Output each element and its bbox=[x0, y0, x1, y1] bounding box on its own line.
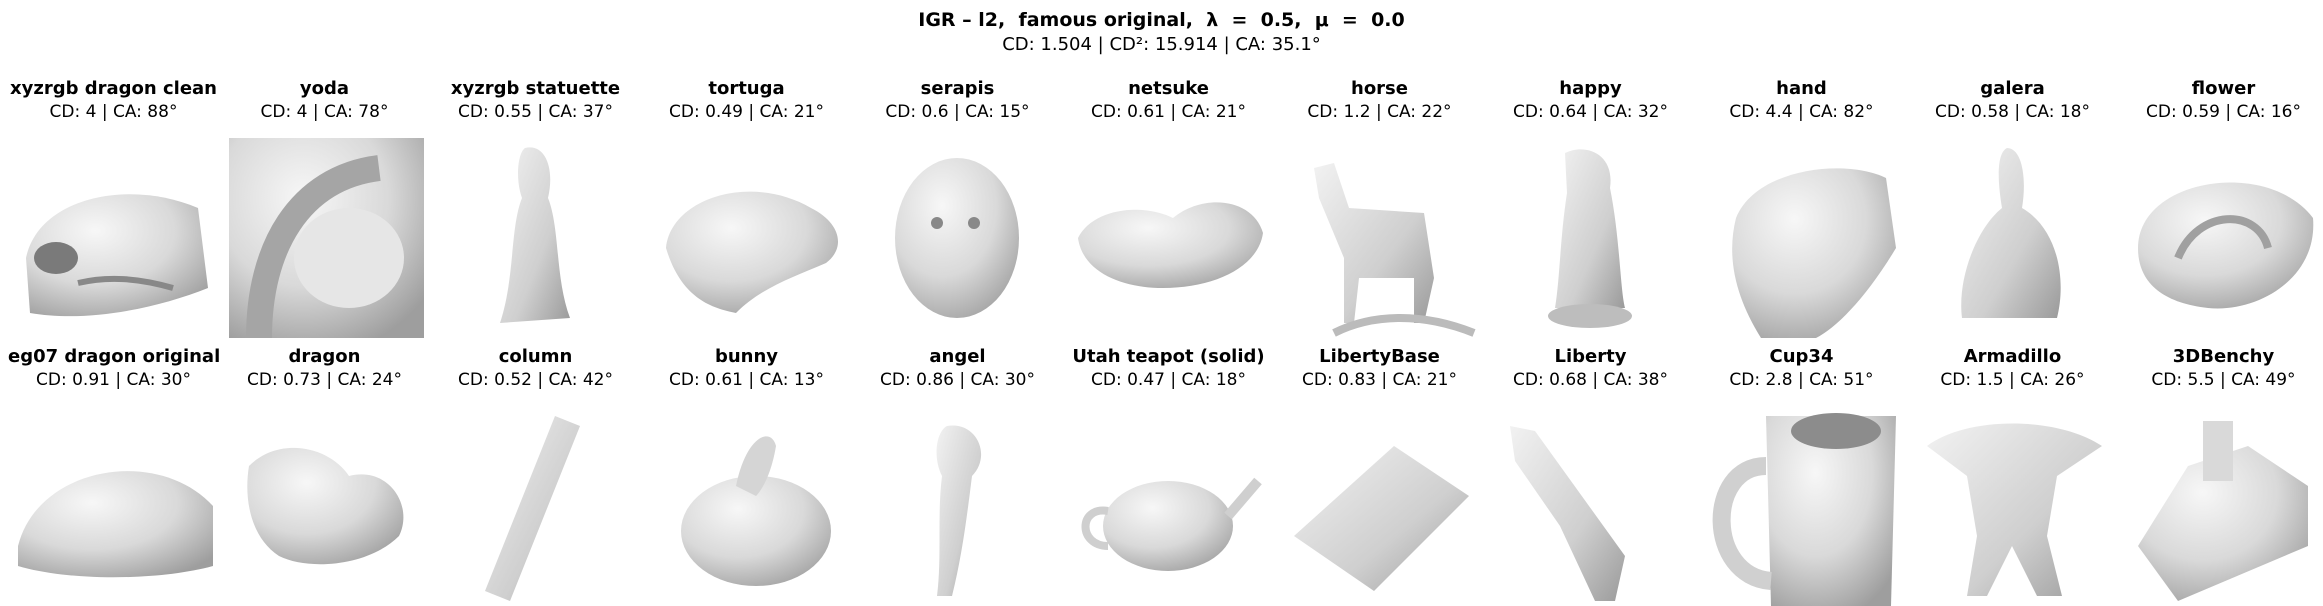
figure-subtitle: CD: 1.504 | CD²: 15.914 | CA: 35.1° bbox=[1002, 34, 1321, 55]
netsuke-icon bbox=[1063, 138, 1274, 338]
dragon-icon bbox=[219, 406, 430, 606]
panel-metrics: CD: 0.6 | CA: 15° bbox=[885, 102, 1030, 122]
liberty-base-icon bbox=[1274, 406, 1485, 606]
panel-metrics: CD: 0.64 | CA: 32° bbox=[1513, 102, 1668, 122]
panel-metrics: CD: 4.4 | CA: 82° bbox=[1729, 102, 1874, 122]
happy-buddha-icon bbox=[1485, 138, 1696, 338]
teapot-icon bbox=[1063, 406, 1274, 606]
panel-metrics: CD: 2.8 | CA: 51° bbox=[1729, 370, 1874, 390]
armadillo-icon bbox=[1907, 406, 2118, 606]
angel-icon bbox=[852, 406, 1063, 606]
panel-angel: angel CD: 0.86 | CA: 30° bbox=[852, 346, 1063, 606]
panel-liberty: Liberty CD: 0.68 | CA: 38° bbox=[1485, 346, 1696, 606]
panel-tortuga: tortuga CD: 0.49 | CA: 21° bbox=[641, 78, 852, 338]
panel-name: Liberty bbox=[1554, 346, 1627, 367]
panel-name: happy bbox=[1559, 78, 1622, 99]
panel-name: Utah teapot (solid) bbox=[1072, 346, 1265, 367]
benchy-boat-icon bbox=[2118, 406, 2323, 606]
panel-netsuke: netsuke CD: 0.61 | CA: 21° bbox=[1063, 78, 1274, 338]
panel-metrics: CD: 0.49 | CA: 21° bbox=[669, 102, 824, 122]
panel-metrics: CD: 0.59 | CA: 16° bbox=[2146, 102, 2301, 122]
panel-name: netsuke bbox=[1128, 78, 1209, 99]
panel-bunny: bunny CD: 0.61 | CA: 13° bbox=[641, 346, 852, 606]
panel-3dbenchy: 3DBenchy CD: 5.5 | CA: 49° bbox=[2118, 346, 2323, 606]
panel-name: Cup34 bbox=[1769, 346, 1834, 367]
panel-happy: happy CD: 0.64 | CA: 32° bbox=[1485, 78, 1696, 338]
panel-metrics: CD: 1.2 | CA: 22° bbox=[1307, 102, 1452, 122]
flower-swirl-icon bbox=[2118, 138, 2323, 338]
galera-figure-icon bbox=[1907, 138, 2118, 338]
panel-metrics: CD: 0.83 | CA: 21° bbox=[1302, 370, 1457, 390]
yoda-closeup-icon bbox=[219, 138, 430, 338]
panel-name: LibertyBase bbox=[1319, 346, 1440, 367]
panel-metrics: CD: 4 | CA: 88° bbox=[49, 102, 178, 122]
panel-hand: hand CD: 4.4 | CA: 82° bbox=[1696, 78, 1907, 338]
column-icon bbox=[430, 406, 641, 606]
panel-metrics: CD: 0.91 | CA: 30° bbox=[36, 370, 191, 390]
panel-name: hand bbox=[1776, 78, 1827, 99]
panel-flower: flower CD: 0.59 | CA: 16° bbox=[2118, 78, 2323, 338]
dragon-shell-icon bbox=[8, 406, 219, 606]
hand-blob-icon bbox=[1696, 138, 1907, 338]
panel-cup34: Cup34 CD: 2.8 | CA: 51° bbox=[1696, 346, 1907, 606]
panel-name: column bbox=[498, 346, 573, 367]
cup-icon bbox=[1696, 406, 1907, 606]
panel-metrics: CD: 0.73 | CA: 24° bbox=[247, 370, 402, 390]
panel-xyzrgb-statuette: xyzrgb statuette CD: 0.55 | CA: 37° bbox=[430, 78, 641, 338]
panel-metrics: CD: 0.55 | CA: 37° bbox=[458, 102, 613, 122]
panel-horse: horse CD: 1.2 | CA: 22° bbox=[1274, 78, 1485, 338]
panel-metrics: CD: 0.68 | CA: 38° bbox=[1513, 370, 1668, 390]
panel-metrics: CD: 0.61 | CA: 21° bbox=[1091, 102, 1246, 122]
panel-metrics: CD: 1.5 | CA: 26° bbox=[1940, 370, 2085, 390]
panel-metrics: CD: 5.5 | CA: 49° bbox=[2151, 370, 2296, 390]
panel-serapis: serapis CD: 0.6 | CA: 15° bbox=[852, 78, 1063, 338]
panel-name: Armadillo bbox=[1963, 346, 2062, 367]
liberty-statue-icon bbox=[1485, 406, 1696, 606]
panel-metrics: CD: 0.52 | CA: 42° bbox=[458, 370, 613, 390]
panel-libertybase: LibertyBase CD: 0.83 | CA: 21° bbox=[1274, 346, 1485, 606]
panel-name: 3DBenchy bbox=[2172, 346, 2275, 367]
tortoise-icon bbox=[641, 138, 852, 338]
panel-name: eg07 dragon original bbox=[8, 346, 221, 367]
figure-title: IGR – l2, famous original, λ = 0.5, μ = … bbox=[918, 9, 1405, 31]
panel-metrics: CD: 0.86 | CA: 30° bbox=[880, 370, 1035, 390]
panel-name: xyzrgb statuette bbox=[450, 78, 621, 99]
panel-armadillo: Armadillo CD: 1.5 | CA: 26° bbox=[1907, 346, 2118, 606]
panel-name: serapis bbox=[920, 78, 995, 99]
panel-eg07-dragon-original: eg07 dragon original CD: 0.91 | CA: 30° bbox=[8, 346, 221, 606]
panel-name: bunny bbox=[714, 346, 779, 367]
panel-name: horse bbox=[1351, 78, 1408, 99]
panel-name: dragon bbox=[288, 346, 361, 367]
panel-yoda: yoda CD: 4 | CA: 78° bbox=[219, 78, 430, 338]
panel-column: column CD: 0.52 | CA: 42° bbox=[430, 346, 641, 606]
figure-header: IGR – l2, famous original, λ = 0.5, μ = … bbox=[0, 8, 2323, 58]
panel-name: galera bbox=[1980, 78, 2045, 99]
panel-name: yoda bbox=[299, 78, 350, 99]
bust-head-icon bbox=[852, 138, 1063, 338]
bunny-icon bbox=[641, 406, 852, 606]
panel-name: flower bbox=[2191, 78, 2256, 99]
statuette-icon bbox=[430, 138, 641, 338]
panel-dragon: dragon CD: 0.73 | CA: 24° bbox=[219, 346, 430, 606]
panel-metrics: CD: 4 | CA: 78° bbox=[260, 102, 389, 122]
panel-metrics: CD: 0.61 | CA: 13° bbox=[669, 370, 824, 390]
horse-icon bbox=[1274, 138, 1485, 338]
panel-galera: galera CD: 0.58 | CA: 18° bbox=[1907, 78, 2118, 338]
dragon-head-closeup-icon bbox=[8, 138, 219, 338]
panel-utah-teapot: Utah teapot (solid) CD: 0.47 | CA: 18° bbox=[1063, 346, 1274, 606]
panel-metrics: CD: 0.47 | CA: 18° bbox=[1091, 370, 1246, 390]
panel-name: angel bbox=[929, 346, 986, 367]
panel-name: tortuga bbox=[708, 78, 785, 99]
panel-name: xyzrgb dragon clean bbox=[10, 78, 217, 99]
panel-metrics: CD: 0.58 | CA: 18° bbox=[1935, 102, 2090, 122]
panel-xyzrgb-dragon-clean: xyzrgb dragon clean CD: 4 | CA: 88° bbox=[8, 78, 219, 338]
